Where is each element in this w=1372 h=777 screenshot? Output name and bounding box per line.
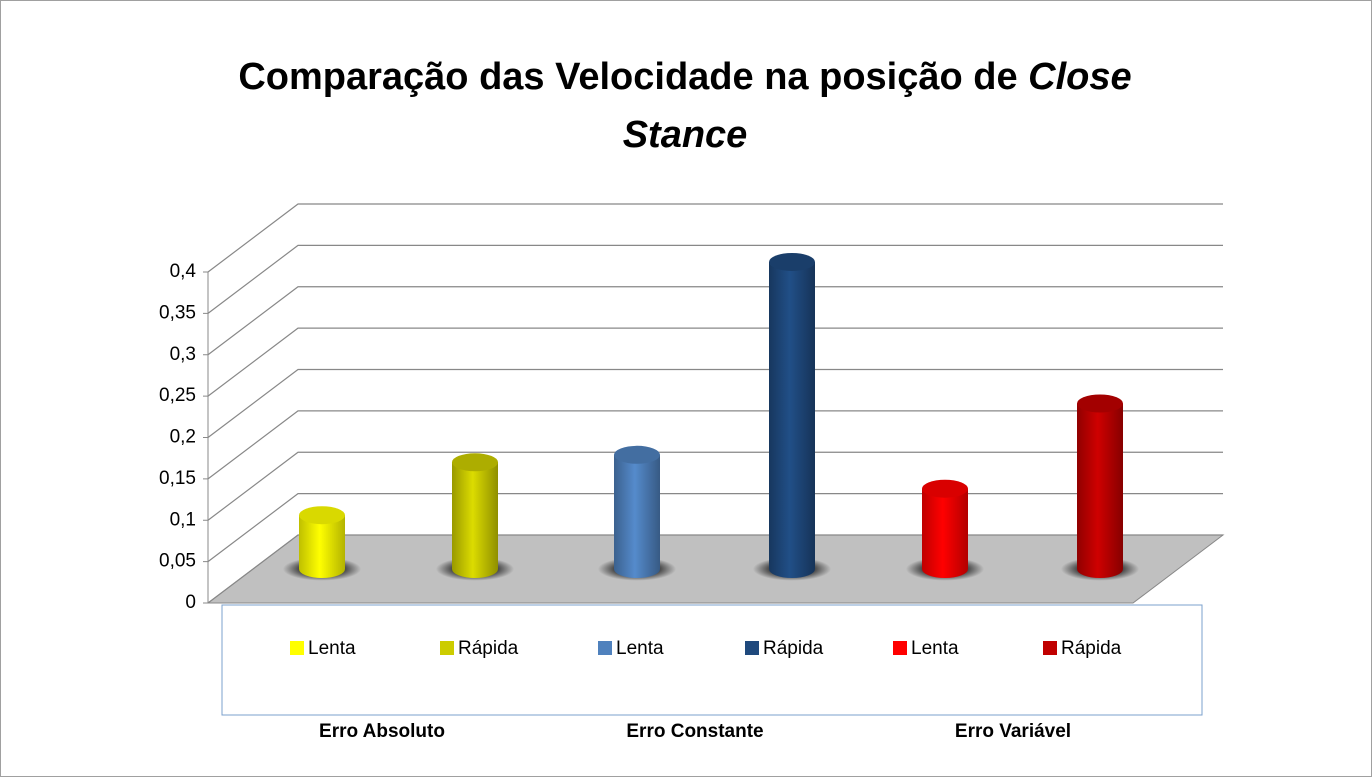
grid-line <box>207 244 1223 314</box>
bar-top <box>452 453 498 472</box>
title-text: Comparação das Velocidade na posição de <box>238 56 1018 98</box>
legend-swatch <box>1043 641 1057 655</box>
legend-label: Lenta <box>616 638 664 659</box>
bar-top <box>1077 394 1123 413</box>
grid-line <box>207 410 1223 480</box>
y-tick-label: 0,4 <box>170 261 197 282</box>
y-tick-label: 0,2 <box>170 427 196 448</box>
bar <box>614 454 660 578</box>
bar-top <box>922 479 968 498</box>
category-label: Erro Constante <box>626 721 763 742</box>
legend-swatch <box>290 641 304 655</box>
bar <box>769 261 815 578</box>
grid-line <box>207 451 1223 521</box>
legend-swatch <box>893 641 907 655</box>
grid-line <box>207 203 1223 273</box>
bar-top <box>769 252 815 271</box>
y-tick-label: 0,3 <box>170 344 196 365</box>
bar-top <box>299 506 345 525</box>
grid-line <box>207 286 1223 356</box>
legend-label: Lenta <box>911 638 959 659</box>
bar <box>922 488 968 578</box>
chart-title: Comparação das Velocidade na posição de … <box>190 48 1180 164</box>
legend-label: Lenta <box>308 638 356 659</box>
bar <box>452 462 498 578</box>
legend-swatch <box>440 641 454 655</box>
grid-line <box>207 493 1223 563</box>
grid-line <box>207 368 1223 438</box>
y-tick-label: 0,35 <box>159 302 196 323</box>
category-label: Erro Absoluto <box>319 721 445 742</box>
bar <box>299 515 345 578</box>
legend-label: Rápida <box>1061 638 1122 659</box>
bar <box>1077 403 1123 578</box>
y-tick-label: 0,25 <box>159 385 196 406</box>
y-tick-label: 0,1 <box>170 509 196 530</box>
y-tick-label: 0,05 <box>159 551 196 572</box>
bar-top <box>614 445 660 464</box>
grid-line <box>207 534 1223 604</box>
legend-swatch <box>745 641 759 655</box>
title-italic: Close Stance <box>622 56 1132 156</box>
legend-swatch <box>598 641 612 655</box>
y-tick-label: 0 <box>185 592 196 613</box>
grid-line <box>207 327 1223 397</box>
y-tick-label: 0,15 <box>159 468 196 489</box>
legend-label: Rápida <box>458 638 519 659</box>
legend-label: Rápida <box>763 638 824 659</box>
legend-box <box>221 604 1203 716</box>
category-label: Erro Variável <box>955 721 1071 742</box>
